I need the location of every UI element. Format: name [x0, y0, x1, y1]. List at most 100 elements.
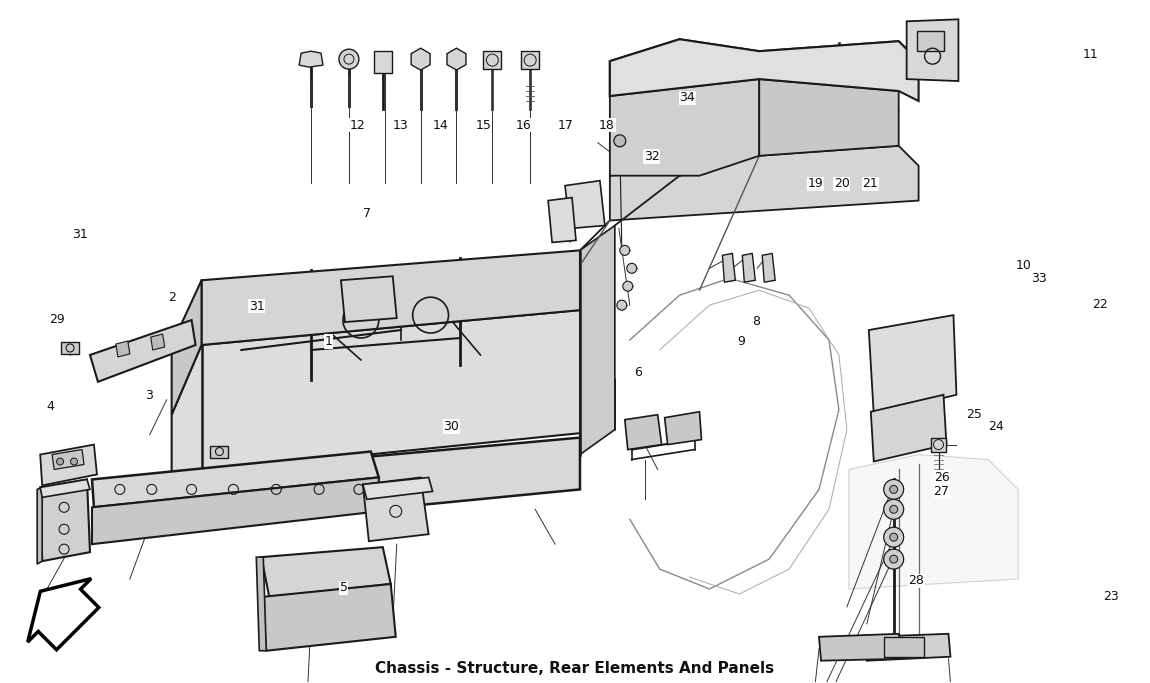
Polygon shape: [610, 79, 759, 176]
Polygon shape: [868, 315, 957, 415]
Text: 13: 13: [393, 119, 408, 132]
Polygon shape: [624, 415, 661, 449]
Polygon shape: [819, 634, 904, 660]
Text: 26: 26: [934, 471, 950, 484]
Circle shape: [883, 499, 904, 519]
Text: 5: 5: [339, 581, 347, 594]
Text: 6: 6: [634, 365, 642, 378]
Polygon shape: [549, 197, 576, 242]
Polygon shape: [40, 445, 97, 486]
Text: 12: 12: [350, 119, 366, 132]
Circle shape: [890, 533, 898, 541]
Polygon shape: [610, 145, 919, 221]
Polygon shape: [171, 438, 580, 529]
Bar: [917, 31, 944, 51]
Text: 10: 10: [1017, 259, 1032, 272]
Circle shape: [627, 264, 637, 273]
Text: 28: 28: [908, 574, 925, 587]
Text: 19: 19: [807, 177, 823, 190]
Polygon shape: [565, 181, 605, 228]
Polygon shape: [363, 477, 429, 541]
Circle shape: [56, 458, 63, 465]
Text: 25: 25: [966, 408, 981, 421]
Polygon shape: [40, 479, 90, 497]
Circle shape: [623, 281, 633, 291]
Text: 29: 29: [49, 313, 66, 326]
Text: 24: 24: [989, 420, 1004, 433]
Polygon shape: [116, 341, 130, 357]
Polygon shape: [40, 479, 90, 561]
Polygon shape: [340, 276, 397, 322]
Text: 32: 32: [644, 150, 660, 163]
Text: 15: 15: [475, 119, 491, 132]
Circle shape: [883, 549, 904, 569]
Polygon shape: [151, 334, 164, 350]
Polygon shape: [52, 449, 84, 469]
Polygon shape: [906, 19, 958, 81]
Text: 27: 27: [934, 485, 950, 498]
Circle shape: [883, 527, 904, 547]
Text: Chassis - Structure, Rear Elements And Panels: Chassis - Structure, Rear Elements And P…: [375, 661, 775, 676]
Circle shape: [614, 135, 626, 147]
Polygon shape: [299, 51, 323, 67]
Text: 17: 17: [558, 119, 574, 132]
Text: 31: 31: [72, 227, 89, 240]
Polygon shape: [722, 253, 735, 282]
Polygon shape: [92, 477, 378, 544]
Polygon shape: [762, 253, 775, 282]
Polygon shape: [759, 79, 898, 156]
Polygon shape: [742, 253, 756, 282]
Polygon shape: [412, 48, 430, 70]
Circle shape: [883, 479, 904, 499]
Polygon shape: [92, 451, 378, 507]
Polygon shape: [201, 251, 580, 345]
Text: 9: 9: [737, 335, 745, 348]
Polygon shape: [261, 584, 396, 651]
Text: 23: 23: [1103, 590, 1119, 603]
Circle shape: [616, 300, 627, 310]
Text: 8: 8: [752, 315, 760, 328]
Text: 2: 2: [168, 291, 176, 304]
Polygon shape: [665, 412, 702, 445]
Text: 14: 14: [434, 119, 448, 132]
Text: 1: 1: [324, 335, 332, 348]
Polygon shape: [871, 395, 946, 462]
Text: 7: 7: [362, 207, 370, 220]
Polygon shape: [447, 48, 466, 70]
Polygon shape: [210, 445, 229, 458]
Polygon shape: [37, 488, 43, 564]
Circle shape: [890, 505, 898, 514]
Circle shape: [620, 245, 630, 255]
Polygon shape: [171, 310, 615, 475]
Bar: [930, 438, 946, 451]
Polygon shape: [580, 225, 615, 455]
Text: 18: 18: [599, 119, 615, 132]
Polygon shape: [61, 342, 79, 354]
Polygon shape: [171, 280, 201, 415]
Bar: [521, 51, 539, 69]
Bar: [483, 51, 501, 69]
Text: 11: 11: [1082, 48, 1098, 61]
Bar: [374, 51, 392, 73]
Text: 33: 33: [1032, 273, 1046, 285]
Text: 30: 30: [444, 420, 459, 433]
Circle shape: [890, 486, 898, 493]
Bar: [883, 637, 923, 657]
Text: 21: 21: [862, 177, 879, 190]
Polygon shape: [849, 455, 1018, 589]
Polygon shape: [610, 39, 919, 101]
Circle shape: [339, 49, 359, 69]
Polygon shape: [261, 547, 391, 597]
Polygon shape: [363, 477, 432, 499]
Text: 22: 22: [1091, 298, 1107, 311]
Polygon shape: [90, 320, 196, 382]
Polygon shape: [867, 634, 950, 660]
Text: 20: 20: [834, 177, 850, 190]
Circle shape: [70, 458, 77, 465]
Text: 4: 4: [46, 400, 54, 413]
Text: 16: 16: [515, 119, 531, 132]
Polygon shape: [610, 39, 919, 96]
Polygon shape: [256, 557, 267, 651]
Polygon shape: [28, 579, 99, 650]
Text: 31: 31: [248, 300, 264, 313]
